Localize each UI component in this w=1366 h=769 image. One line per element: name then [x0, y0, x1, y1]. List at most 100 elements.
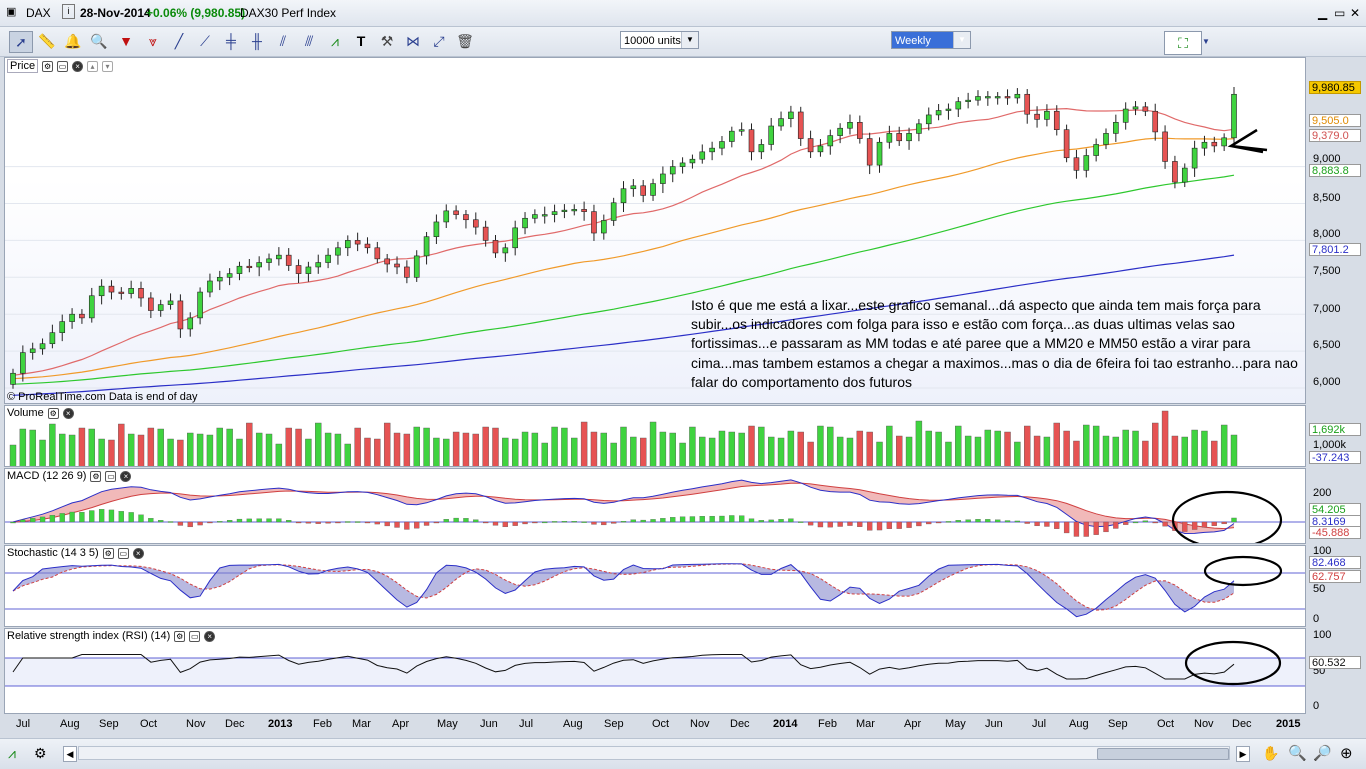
chevron-down-icon[interactable]: ▼ — [1202, 36, 1210, 46]
x-tick-label: Jun — [985, 718, 1003, 730]
macd-histogram-bar — [1024, 521, 1030, 524]
volume-bar — [275, 443, 283, 466]
scroll-left-icon[interactable]: ◀ — [63, 746, 77, 762]
x-tick-label: Nov — [690, 718, 710, 730]
volume-bar — [649, 421, 657, 466]
indicators-icon[interactable]: ⛶ — [1164, 31, 1202, 55]
candle-body — [620, 188, 627, 204]
restore-icon[interactable]: ▭ — [1334, 6, 1346, 20]
candle-body — [1083, 155, 1090, 171]
candle-body — [118, 291, 125, 294]
scrollbar-thumb[interactable] — [1097, 748, 1229, 760]
volume-bar — [265, 433, 273, 466]
close-icon[interactable]: × — [132, 547, 144, 559]
horizontal-line-icon[interactable]: ╪ — [226, 33, 236, 49]
rsi-chart[interactable] — [5, 629, 1306, 714]
candle-body — [39, 343, 46, 350]
macd-histogram-bar — [699, 516, 705, 523]
macd-histogram-bar — [443, 519, 449, 523]
circle-annotation — [1171, 490, 1283, 543]
candle-body — [1201, 141, 1208, 149]
volume-bar — [915, 420, 923, 466]
close-window-icon[interactable]: ✕ — [1350, 6, 1361, 20]
scroll-right-icon[interactable]: ▶ — [1236, 746, 1250, 762]
candle-body — [551, 211, 558, 215]
macd-histogram-bar — [847, 521, 853, 526]
x-tick-label: 2015 — [1276, 718, 1301, 730]
gann-icon[interactable]: ⫻ — [304, 32, 314, 49]
period-select[interactable]: Weekly ▼ — [891, 31, 971, 49]
volume-bar — [590, 431, 598, 466]
object-icon[interactable]: ⋈ — [406, 32, 420, 49]
info-icon[interactable]: i — [62, 4, 75, 19]
horizontal-scrollbar[interactable] — [78, 746, 1230, 760]
vertical-line-icon[interactable]: ╫ — [252, 33, 262, 49]
line-icon[interactable]: ╱ — [174, 32, 184, 49]
wrench-icon[interactable]: ⚙ — [90, 470, 102, 482]
candle-body — [561, 209, 568, 212]
chart-type-icon[interactable]: ⩘ — [8, 745, 16, 761]
zoom-in-icon[interactable]: 🔍 — [1288, 745, 1307, 762]
volume-bar — [856, 430, 864, 466]
hand-icon[interactable]: ✋ — [1262, 745, 1280, 761]
price-chart[interactable] — [5, 58, 1306, 404]
t-text-icon[interactable]: T — [356, 33, 366, 49]
tools-icon[interactable]: ⚒ — [380, 32, 394, 49]
window-icon[interactable]: ▭ — [57, 60, 69, 72]
candle-body — [138, 288, 144, 299]
macd-histogram-bar — [650, 519, 656, 523]
macd-histogram-bar — [177, 521, 184, 526]
volume-bar — [748, 425, 755, 466]
cursor-icon[interactable]: ➚ — [9, 31, 33, 53]
macd-histogram-bar — [246, 518, 252, 523]
close-icon[interactable]: × — [120, 470, 132, 482]
volume-chart[interactable] — [5, 406, 1306, 467]
wrench-icon[interactable]: ⚙ — [47, 407, 59, 419]
expand-icon[interactable]: ▣ — [6, 6, 17, 18]
macd-histogram-bar — [611, 521, 617, 524]
ray-icon[interactable]: ⟋ — [200, 32, 210, 49]
minimize-icon[interactable]: ▁ — [1318, 6, 1328, 20]
macd-histogram-bar — [473, 519, 479, 523]
candle-body — [719, 141, 725, 149]
macd-panel-header: MACD (12 26 9) ⚙ ▭ × — [7, 470, 132, 482]
stochastic-chart[interactable] — [5, 546, 1306, 627]
ruler-icon[interactable]: 📏 — [38, 32, 56, 49]
fibonacci-icon[interactable]: ▼ — [119, 33, 133, 49]
window-icon[interactable]: ▭ — [189, 630, 201, 642]
arrow-tool-icon[interactable]: ⤢ — [433, 32, 445, 49]
candle-body — [965, 99, 971, 102]
settings-icon[interactable]: ⚙ — [34, 745, 47, 761]
volume-bar — [974, 436, 982, 466]
trendline-icon[interactable]: ⩔ — [149, 32, 157, 49]
panel-up-icon[interactable]: ▴ — [87, 60, 99, 72]
wrench-icon[interactable]: ⚙ — [174, 630, 186, 642]
close-icon[interactable]: × — [72, 60, 84, 72]
fit-icon[interactable]: ⊕ — [1340, 745, 1353, 762]
channel-icon[interactable]: ⫽ — [279, 32, 287, 49]
window-icon[interactable]: ▭ — [117, 547, 129, 559]
candle-body — [1063, 129, 1070, 159]
units-select[interactable]: 10000 units ▼ — [620, 31, 699, 49]
pattern-icon[interactable]: ⩘ — [331, 32, 339, 49]
x-tick-label: Dec — [225, 718, 245, 730]
close-icon[interactable]: × — [62, 407, 74, 419]
panel-title: Relative strength index (RSI) (14) — [7, 630, 171, 642]
x-tick-label: Jun — [480, 718, 498, 730]
candle-body — [817, 145, 824, 153]
wrench-icon[interactable]: ⚙ — [102, 547, 114, 559]
panel-down-icon[interactable]: ▾ — [102, 60, 114, 72]
trash-icon[interactable]: 🗑 — [456, 32, 474, 49]
copyright: © ProRealTime.com Data is end of day — [7, 391, 198, 403]
alarm-bell-icon[interactable]: 🔔 — [64, 32, 82, 49]
zoom-out-icon[interactable]: 🔎 — [1313, 745, 1332, 762]
window-icon[interactable]: ▭ — [105, 470, 117, 482]
zoom-icon[interactable]: 🔍 — [90, 32, 108, 49]
close-icon[interactable]: × — [204, 630, 216, 642]
candle-body — [285, 254, 292, 266]
candle-body — [522, 217, 528, 229]
wrench-icon[interactable]: ⚙ — [42, 60, 54, 72]
macd-chart[interactable] — [5, 469, 1306, 544]
price-tick: 8,000 — [1313, 228, 1341, 240]
macd-histogram-bar — [414, 521, 420, 529]
